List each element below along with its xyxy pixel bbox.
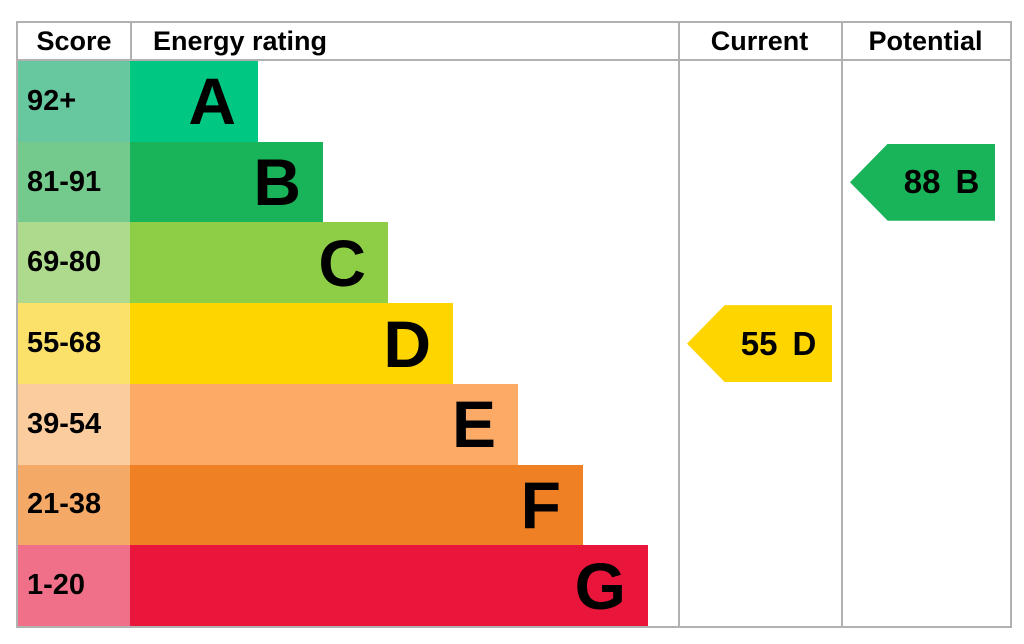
potential-rating-letter: B <box>955 163 980 201</box>
band-letter: E <box>451 387 496 462</box>
band-score-range: 1-20 <box>18 545 130 627</box>
rating-table: Score Energy rating Current Potential 92… <box>16 21 1012 628</box>
potential-rating-value: 88 <box>903 163 941 201</box>
band-bar: F <box>130 464 583 546</box>
band-row: 81-91 B <box>18 141 1010 223</box>
band-score-range: 92+ <box>18 61 130 142</box>
band-letter: B <box>253 145 301 220</box>
band-row: 92+ A <box>18 61 1010 142</box>
band-row: 1-20 G <box>18 545 1010 627</box>
band-bar: D <box>130 303 453 384</box>
band-row: 55-68 D <box>18 303 1010 384</box>
header-potential: Potential <box>868 25 983 56</box>
band-letter: A <box>188 64 236 139</box>
band-row: 39-54 E <box>18 383 1010 465</box>
band-letter: C <box>318 225 366 300</box>
band-letter: G <box>574 548 626 623</box>
band-bar: G <box>130 545 648 627</box>
band-letter: F <box>520 467 561 542</box>
bands-area: 92+ A 81-91 B 69-80 C 55-68 D 39-54 E 21… <box>18 61 1010 627</box>
current-column-divider <box>678 23 680 626</box>
band-row: 69-80 C <box>18 222 1010 304</box>
current-rating-value: 55 <box>740 324 778 362</box>
band-score-range: 21-38 <box>18 464 130 546</box>
band-bar: C <box>130 222 388 304</box>
band-letter: D <box>383 306 431 381</box>
band-bar: A <box>130 61 258 142</box>
potential-column-divider <box>841 23 843 626</box>
band-score-range: 69-80 <box>18 222 130 304</box>
table-header: Score Energy rating Current Potential <box>18 23 1010 61</box>
header-score: Score <box>36 25 112 56</box>
band-score-range: 55-68 <box>18 303 130 384</box>
band-bar: E <box>130 383 518 465</box>
band-score-range: 81-91 <box>18 141 130 223</box>
header-energy-rating: Energy rating <box>153 25 328 56</box>
current-rating-letter: D <box>792 324 817 362</box>
band-bar: B <box>130 141 323 223</box>
band-score-range: 39-54 <box>18 383 130 465</box>
header-score-divider <box>130 23 132 59</box>
band-row: 21-38 F <box>18 464 1010 546</box>
header-current: Current <box>710 25 809 56</box>
